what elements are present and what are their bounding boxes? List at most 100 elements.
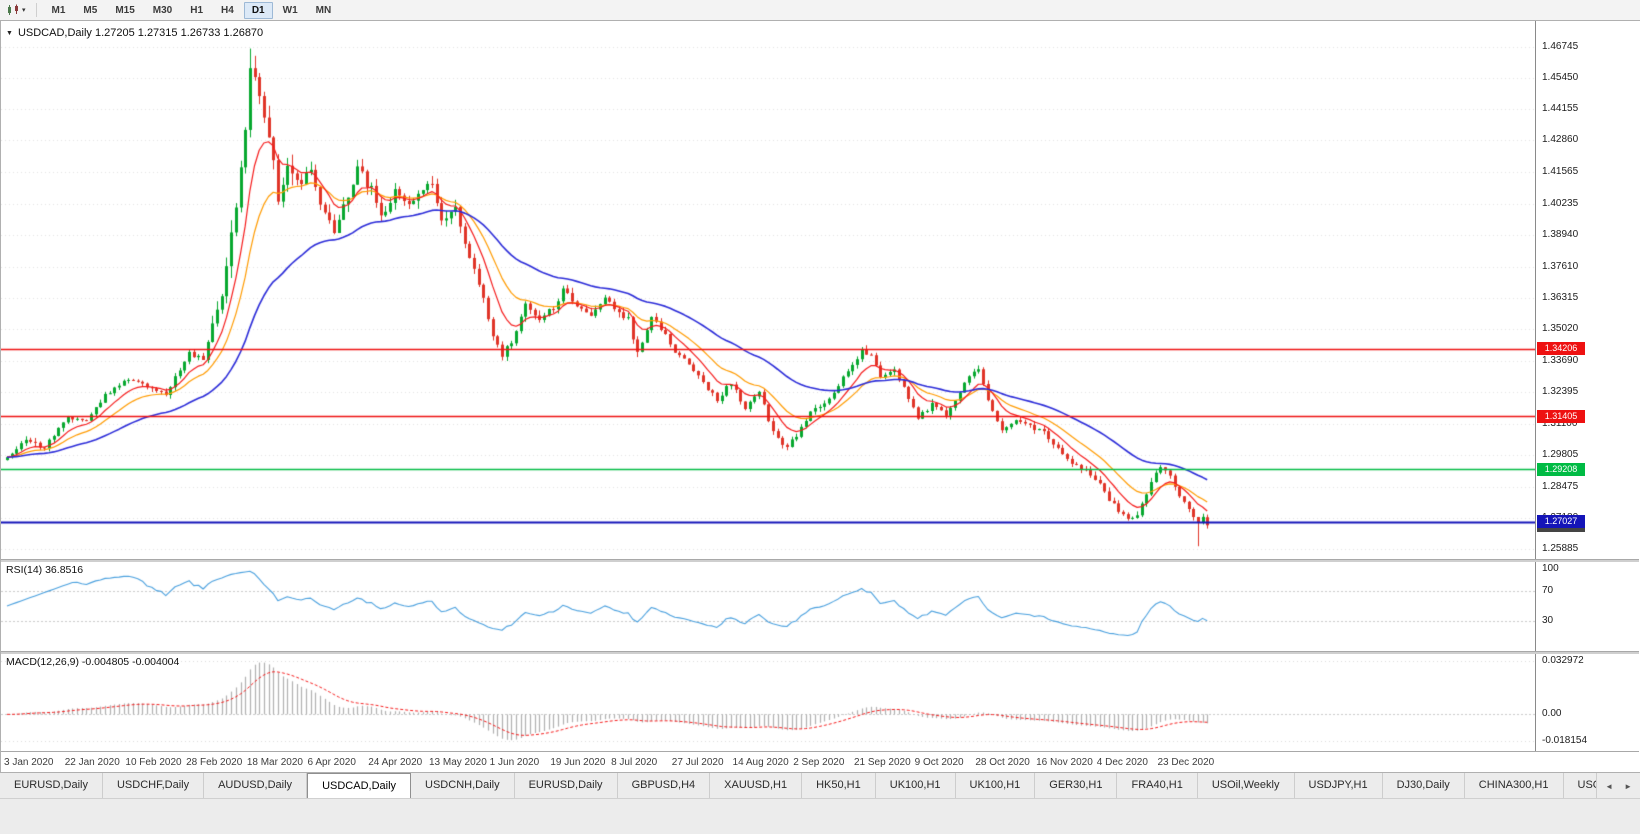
macd-chart-canvas[interactable]	[1, 653, 1535, 751]
chart-tab-usdcad-daily[interactable]: USDCAD,Daily	[307, 773, 412, 799]
rsi-axis: 100 70 30	[1535, 561, 1640, 651]
time-axis: 3 Jan 2020 22 Jan 2020 10 Feb 2020 28 Feb 2…	[1, 751, 1639, 774]
rsi-chart-canvas[interactable]	[1, 561, 1535, 651]
price-axis-label: 1.42860	[1542, 134, 1579, 146]
date-label: 21 Sep 2020	[853, 757, 911, 768]
chart-tab-usdchf-daily[interactable]: USDCHF,Daily	[102, 773, 205, 799]
rsi-axis-label: 70	[1542, 585, 1554, 597]
price-axis-label: 1.32395	[1542, 386, 1579, 398]
chart-tab-ger30-h1[interactable]: GER30,H1	[1035, 773, 1118, 799]
price-axis-label: 1.28475	[1542, 480, 1579, 492]
macd-panel: MACD(12,26,9) -0.004805 -0.004004 0.0329…	[1, 653, 1640, 751]
status-bar	[0, 798, 1640, 834]
timeframe-button-m30[interactable]: M30	[152, 4, 173, 16]
timeframe-button-d1[interactable]: D1	[243, 1, 273, 19]
date-label: 3 Jan 2020	[4, 757, 54, 768]
chart-tab-dj30-daily[interactable]: DJ30,Daily	[1382, 773, 1465, 799]
chart-tab-china300-h1[interactable]: CHINA300,H1	[1464, 773, 1564, 799]
chart-tab-usoil-weekly[interactable]: USOil,Weekly	[1197, 773, 1295, 799]
chart-tab-gbpusd-h4[interactable]: GBPUSD,H4	[617, 773, 711, 799]
chart-tabs-strip: EURUSD,Daily USDCHF,Daily AUDUSD,Daily USDC…	[0, 773, 1597, 799]
date-label: 28 Oct 2020	[975, 757, 1030, 768]
date-label: 14 Aug 2020	[732, 757, 789, 768]
date-label: 23 Dec 2020	[1157, 757, 1215, 768]
date-label: 4 Dec 2020	[1096, 757, 1148, 768]
date-label: 19 Jun 2020	[550, 757, 606, 768]
date-label: 10 Feb 2020	[125, 757, 182, 768]
chart-tab-usdcnh-daily[interactable]: USDCNH,Daily	[411, 773, 515, 799]
price-axis-label: 1.40235	[1542, 197, 1579, 209]
scroll-tabs-left-button[interactable]: ◄	[1605, 781, 1614, 791]
price-axis-label: 1.37610	[1542, 260, 1579, 272]
date-label: 27 Jul 2020	[671, 757, 724, 768]
price-axis-label: 1.38940	[1542, 228, 1579, 240]
price-axis-label: 1.46745	[1542, 41, 1579, 52]
chart-tab-hk50-h1[interactable]: HK50,H1	[802, 773, 876, 799]
date-label: 13 May 2020	[428, 757, 487, 768]
price-panel: ▼ USDCAD,Daily 1.27205 1.27315 1.26733 1…	[1, 21, 1640, 559]
level-price-tag: 1.29208	[1537, 462, 1585, 476]
macd-axis-label: -0.018154	[1542, 735, 1588, 746]
price-axis-label: 1.25885	[1542, 543, 1579, 554]
chart-tab-uk100-h1[interactable]: UK100,H1	[955, 773, 1036, 799]
price-axis-label: 1.44155	[1542, 103, 1579, 115]
chart-tab-usoil[interactable]: USOil,	[1563, 773, 1597, 799]
timeframe-buttons: M1 M5 M15 M30 H1 H4 D1 W1 MN	[43, 1, 341, 19]
macd-axis-label: 0.00	[1542, 708, 1562, 720]
price-chart-canvas[interactable]	[1, 21, 1535, 559]
chart-tab-xauusd-h1[interactable]: XAUUSD,H1	[710, 773, 803, 799]
timeframe-button-mn[interactable]: MN	[315, 4, 332, 16]
timeframe-button-w1[interactable]: W1	[282, 4, 298, 16]
date-label: 6 Apr 2020	[307, 757, 356, 768]
tab-scroll-buttons: ◄ ►	[1596, 773, 1640, 799]
timeframe-button-m5[interactable]: M5	[83, 4, 98, 16]
level-price-tag: 1.27027	[1537, 515, 1585, 529]
chart-tab-eurusd-daily[interactable]: EURUSD,Daily	[0, 773, 103, 799]
price-axis-label: 1.33690	[1542, 355, 1579, 367]
scroll-tabs-right-button[interactable]: ►	[1624, 781, 1632, 791]
macd-axis: 0.032972 0.00 -0.018154	[1535, 653, 1640, 751]
chevron-down-icon: ▾	[22, 7, 26, 14]
timeframe-button-h4[interactable]: H4	[221, 4, 234, 16]
chart-tab-eurusd-daily[interactable]: EURUSD,Daily	[514, 773, 618, 799]
chart-area: ▼ USDCAD,Daily 1.27205 1.27315 1.26733 1…	[0, 20, 1640, 774]
price-axis-label: 1.45450	[1542, 72, 1579, 84]
date-label: 8 Jul 2020	[611, 757, 658, 768]
candlestick-chart-icon	[8, 4, 18, 15]
date-label: 28 Feb 2020	[186, 757, 243, 768]
toolbar-separator	[35, 3, 37, 17]
date-label: 22 Jan 2020	[64, 757, 120, 768]
price-axis-label: 1.29805	[1542, 448, 1579, 460]
panel-splitter[interactable]	[1, 651, 1639, 654]
panel-splitter[interactable]	[1, 559, 1639, 562]
chart-tab-fra40-h1[interactable]: FRA40,H1	[1117, 773, 1198, 799]
timeframe-toolbar: ▾ M1 M5 M15 M30 H1 H4 D1 W1 MN	[0, 0, 1640, 21]
timeframe-button-m1[interactable]: M1	[51, 4, 66, 16]
chart-title-text: USDCAD,Daily 1.27205 1.27315 1.26733 1.2…	[17, 27, 264, 39]
price-axis: 1.46745 1.45450 1.44155 1.42860 1.41565 1.402…	[1535, 21, 1640, 559]
date-label: 2 Sep 2020	[793, 757, 845, 768]
price-axis-label: 1.35020	[1542, 323, 1579, 335]
chart-tab-uk100-h1[interactable]: UK100,H1	[875, 773, 956, 799]
date-label: 1 Jun 2020	[489, 757, 540, 768]
date-label: 9 Oct 2020	[914, 757, 964, 768]
date-label: 24 Apr 2020	[368, 757, 423, 768]
chart-tab-usdjpy-h1[interactable]: USDJPY,H1	[1294, 773, 1383, 799]
date-label: 16 Nov 2020	[1036, 757, 1093, 768]
chart-type-button[interactable]: ▾	[3, 2, 30, 18]
level-price-tag: 1.34206	[1537, 342, 1585, 356]
level-price-tag: 1.31405	[1537, 409, 1585, 423]
rsi-axis-label: 30	[1542, 614, 1554, 626]
rsi-panel: RSI(14) 36.8516 100 70 30	[1, 561, 1640, 651]
timeframe-button-h1[interactable]: H1	[190, 4, 204, 16]
chart-tab-audusd-daily[interactable]: AUDUSD,Daily	[204, 773, 308, 799]
macd-axis-label: 0.032972	[1542, 655, 1584, 666]
chart-tabs-bar: EURUSD,Daily USDCHF,Daily AUDUSD,Daily USDC…	[0, 772, 1640, 799]
price-axis-label: 1.41565	[1542, 165, 1579, 177]
timeframe-button-m15[interactable]: M15	[115, 4, 135, 16]
date-label: 18 Mar 2020	[246, 757, 303, 768]
price-axis-label: 1.36315	[1542, 292, 1579, 303]
chart-title: ▼ USDCAD,Daily 1.27205 1.27315 1.26733 1…	[6, 27, 263, 39]
one-click-trading-toggle-icon[interactable]: ▼	[6, 29, 13, 37]
